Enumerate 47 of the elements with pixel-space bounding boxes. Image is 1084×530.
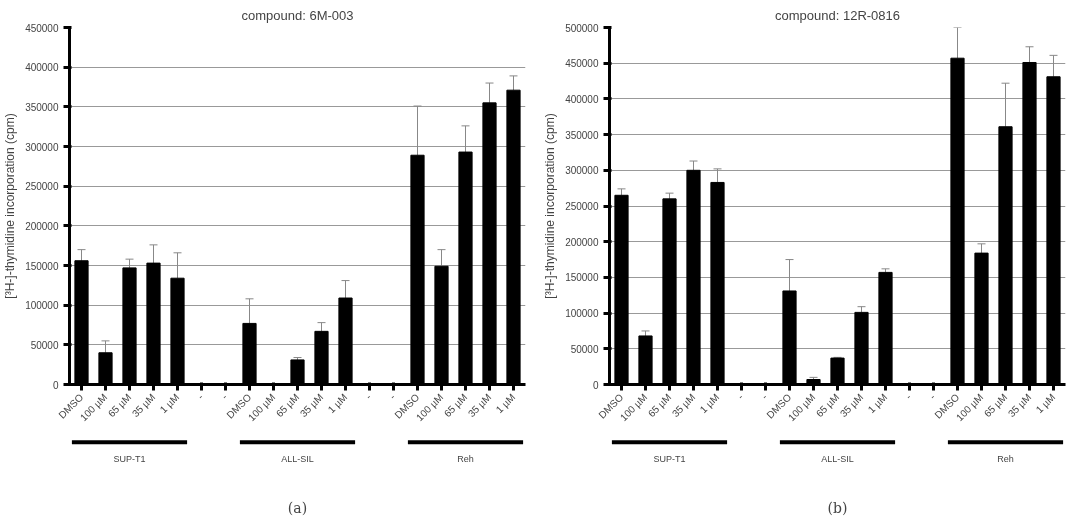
y-tick-label: 350000 [565,129,599,141]
y-tick-label: 0 [592,379,599,391]
text: Reh [997,454,1014,465]
y-tick-label: 0 [52,379,59,391]
text: Reh [457,454,474,465]
x-tick-label: - [387,391,398,402]
text: SUP-T1 [653,454,686,465]
y-tick-label: 300000 [565,165,599,177]
text: ALL-SIL [821,454,854,465]
y-tick-label: 450000 [565,58,599,70]
y-tick-label: 300000 [25,141,59,153]
x-tick-label: - [903,391,914,402]
text: SUP-T1 [113,454,146,465]
x-tick-label: 1 µM [1033,391,1058,416]
y-axis-title: [³H-]-thymidine incorporation (cpm) [3,113,18,299]
text: ALL-SIL [281,454,314,465]
text: (a) [287,500,308,517]
y-tick-label: 400000 [25,62,59,74]
chart-title: compound: 6M-003 [241,7,354,23]
x-tick-label: 1 µM [697,391,722,416]
y-axis-title: [³H-]-thymidine incorporation (cpm) [543,113,558,299]
y-tick-label: 100000 [25,300,59,312]
y-tick-label: 200000 [565,236,599,248]
x-tick-label: - [219,391,230,402]
y-tick-label: 150000 [25,260,59,272]
x-tick-label: 1 µM [493,391,518,416]
x-tick-label: - [927,391,938,402]
x-tick-label: - [195,391,206,402]
y-tick-label: 50000 [570,343,599,355]
chart-title: compound: 12R-0816 [774,7,901,23]
y-tick-label: 350000 [25,101,59,113]
y-tick-label: 250000 [565,201,599,212]
x-tick-label: 1 µM [865,391,890,416]
y-tick-label: 250000 [25,181,59,193]
y-tick-label: 400000 [565,93,599,105]
y-tick-label: 500000 [565,22,599,34]
text: (b) [827,500,848,517]
x-tick-label: - [363,391,374,402]
x-tick-label: - [759,391,770,402]
x-tick-label: - [735,391,746,402]
x-tick-label: 1 µM [157,391,182,416]
y-tick-label: 100000 [565,308,599,320]
y-tick-label: 200000 [25,220,59,232]
y-tick-label: 150000 [565,272,599,284]
y-tick-label: 50000 [30,339,59,351]
y-tick-label: 450000 [25,22,59,34]
x-tick-label: 1 µM [325,391,350,416]
